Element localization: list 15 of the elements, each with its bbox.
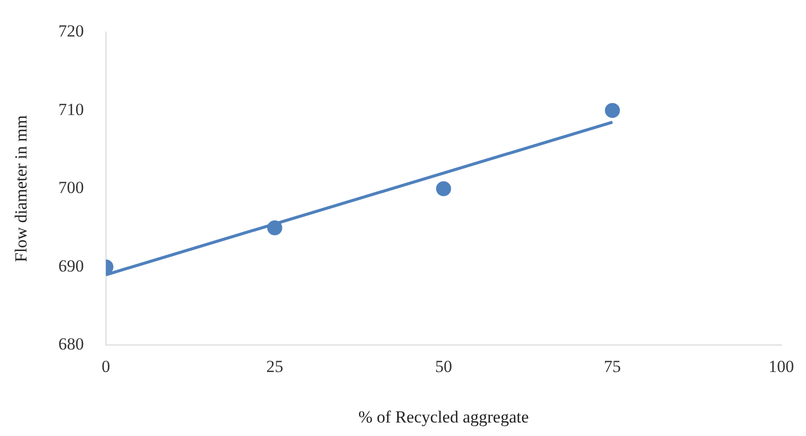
y-axis-title: Flow diameter in mm [12, 115, 31, 262]
y-tick-label: 720 [58, 22, 84, 41]
y-tick-label: 680 [58, 334, 84, 354]
x-tick-label: 25 [266, 356, 284, 376]
point [267, 220, 282, 236]
y-tick-label: 700 [58, 178, 84, 198]
y-tick-label: 710 [58, 100, 84, 119]
x-axis-title: % of Recycled aggregate [358, 407, 529, 426]
x-tick-label: 75 [604, 356, 621, 376]
y-tick-label: 690 [58, 256, 84, 276]
x-tick-label: 100 [768, 356, 794, 376]
point [436, 181, 452, 196]
x-tick-label: 0 [102, 356, 110, 376]
x-tick-label: 50 [435, 356, 452, 376]
point [604, 102, 620, 118]
